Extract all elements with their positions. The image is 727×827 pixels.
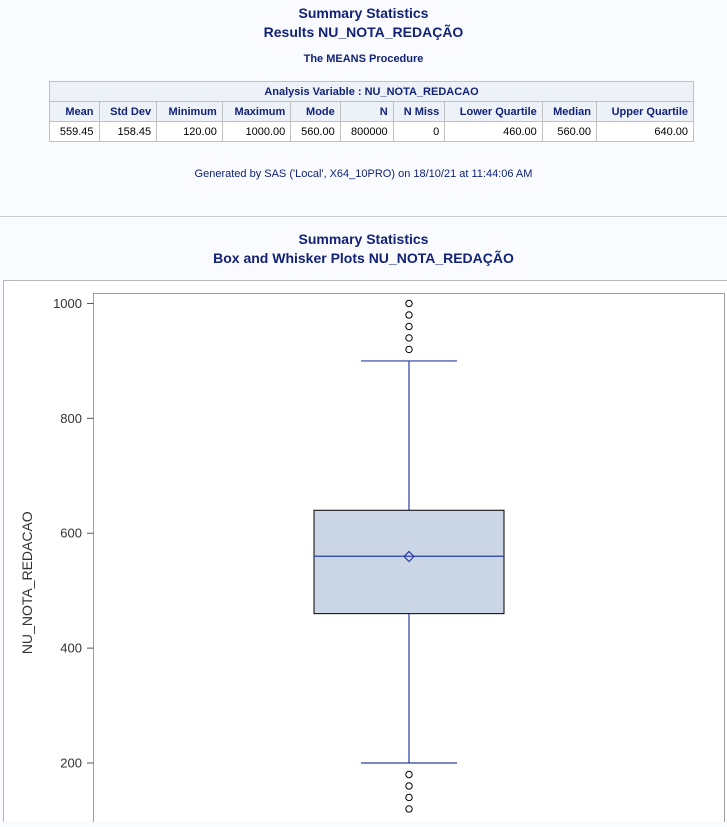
outlier-point	[405, 805, 413, 813]
y-tick-label: 800	[60, 411, 82, 426]
generated-footer: Generated by SAS ('Local', X64_10PRO) on…	[194, 168, 533, 180]
y-tick-label: 200	[60, 756, 82, 771]
box-plot: 200 400 600 800 1000 NU_NOTA_REDACAO	[19, 293, 725, 827]
table-cell: 800000	[339, 121, 394, 142]
outlier-point	[405, 345, 413, 354]
report-subtitle: Results NU_NOTA_REDAÇÃO	[263, 24, 464, 40]
plot-subtitle: Box and Whisker Plots NU_NOTA_REDAÇÃO	[213, 250, 514, 266]
outlier-point	[405, 782, 413, 790]
outlier-point	[405, 299, 413, 308]
table-cell: 560.00	[541, 121, 598, 142]
procedure-name: The MEANS Procedure	[303, 53, 424, 65]
table-cell: 158.45	[98, 121, 158, 142]
column-header: Mode	[290, 101, 341, 122]
table-cell: 120.00	[156, 121, 223, 142]
table-cell: 640.00	[596, 121, 694, 142]
y-axis-label: NU_NOTA_REDACAO	[19, 511, 35, 654]
column-header: Mean	[49, 101, 100, 122]
means-results-section: Summary Statistics Results NU_NOTA_REDAÇ…	[0, 0, 727, 217]
table-cell: 0	[392, 121, 446, 142]
y-tick-label: 400	[60, 641, 82, 656]
column-header: Lower Quartile	[444, 101, 543, 122]
outlier-point	[405, 334, 413, 342]
table-row: 559.45 158.45 120.00 1000.00 560.00 800000 0 46…	[49, 121, 694, 142]
section-divider	[0, 216, 727, 217]
y-tick-label: 1000	[53, 296, 82, 311]
column-header: Maximum	[221, 101, 292, 122]
column-header: Minimum	[156, 101, 223, 122]
outlier-point	[405, 770, 413, 779]
table-caption: Analysis Variable : NU_NOTA_REDACAO	[49, 81, 694, 102]
table-cell: 1000.00	[221, 121, 292, 142]
column-header: N	[339, 101, 394, 122]
table-cell: 560.00	[290, 121, 341, 142]
column-header: Upper Quartile	[596, 101, 694, 122]
column-header: Std Dev	[98, 101, 158, 122]
outlier-point	[405, 311, 413, 319]
mean-marker	[403, 550, 415, 563]
table-cell: 460.00	[444, 121, 543, 142]
means-table: Analysis Variable : NU_NOTA_REDACAO Mean…	[49, 81, 694, 142]
box-plot-frame: 200 400 600 800 1000 NU_NOTA_REDACAO	[3, 280, 727, 827]
table-header-row: Mean Std Dev Minimum Maximum Mode N N Miss Lowe…	[49, 101, 694, 122]
column-header: Median	[541, 101, 598, 122]
outlier-point	[405, 322, 413, 331]
table-cell: 559.45	[49, 121, 100, 142]
column-header: N Miss	[392, 101, 446, 122]
y-tick-label: 600	[60, 526, 82, 541]
outlier-point	[405, 793, 413, 802]
report-title: Summary Statistics	[298, 5, 429, 21]
plot-title: Summary Statistics	[298, 231, 429, 247]
